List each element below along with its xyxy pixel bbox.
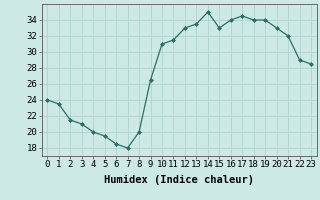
X-axis label: Humidex (Indice chaleur): Humidex (Indice chaleur): [104, 175, 254, 185]
